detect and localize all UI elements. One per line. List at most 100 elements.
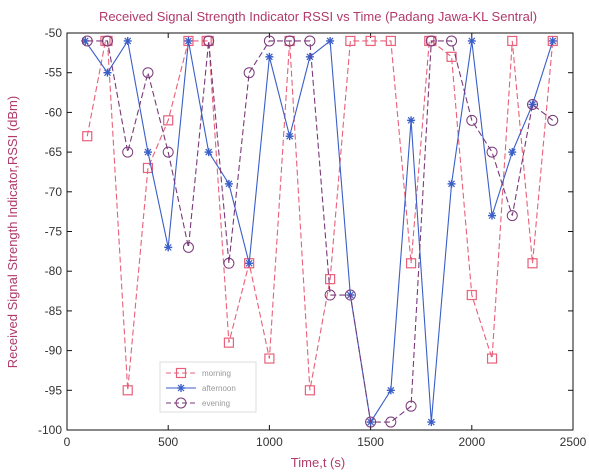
y-tick-label: -50 (45, 26, 63, 40)
data-point-evening (263, 35, 275, 47)
data-point-evening (446, 35, 458, 47)
data-point-evening (425, 35, 437, 47)
data-point-evening (466, 114, 478, 126)
data-point-afternoon (488, 211, 497, 220)
y-tick-label: -60 (45, 105, 63, 119)
data-point-evening (365, 416, 377, 428)
data-point-afternoon (326, 36, 335, 45)
data-point-morning (223, 337, 235, 348)
data-point-morning (527, 258, 538, 269)
data-point-afternoon (265, 52, 274, 61)
axis-ticks: 0 500 1000 1500 2000 2500 -50 -55 -60 -65 -70 -75 -8… (38, 26, 587, 449)
data-point-afternoon (508, 148, 517, 157)
data-point-evening (405, 400, 417, 412)
legend: morning afternoon evening (159, 361, 257, 413)
data-point-afternoon (123, 36, 132, 45)
data-point-evening (101, 35, 113, 47)
data-point-afternoon (305, 52, 314, 61)
legend-label-afternoon: afternoon (202, 384, 236, 393)
x-tick-label: 2000 (458, 435, 485, 449)
legend-item-morning: morning (166, 367, 231, 379)
data-point-afternoon (103, 68, 112, 77)
legend-item-evening: evening (166, 397, 230, 409)
y-tick-label: -100 (38, 423, 62, 437)
legend-item-afternoon: afternoon (166, 384, 236, 393)
y-tick-label: -90 (45, 344, 63, 358)
data-point-afternoon (184, 36, 193, 45)
data-point-evening (304, 35, 316, 47)
data-point-evening (506, 210, 518, 222)
data-point-afternoon (447, 179, 456, 188)
series-layer (81, 35, 559, 428)
data-point-evening (344, 289, 356, 301)
data-point-afternoon (407, 116, 416, 125)
data-point-afternoon (204, 148, 213, 157)
data-point-evening (243, 67, 255, 79)
data-point-evening (547, 114, 559, 126)
x-tick-label: 1000 (256, 435, 283, 449)
chart-title: Received Signal Strength Indicator RSSI … (99, 9, 537, 24)
data-point-morning (325, 274, 336, 285)
data-point-evening (142, 67, 154, 79)
x-tick-label: 1500 (357, 435, 384, 449)
legend-marker-evening (175, 397, 187, 409)
y-tick-label: -75 (45, 225, 63, 239)
x-axis-label: Time,t (s) (291, 455, 345, 470)
data-point-morning (405, 258, 417, 269)
data-point-morning (264, 353, 275, 364)
data-point-evening (81, 35, 93, 47)
data-point-evening (182, 241, 194, 253)
data-point-evening (223, 257, 235, 269)
data-point-afternoon (386, 386, 395, 395)
data-point-evening (486, 146, 498, 158)
legend-label-evening: evening (202, 399, 230, 408)
data-point-evening (203, 35, 215, 47)
y-axis-label: Received Signal Strength Indicator,RSSI … (5, 96, 20, 368)
series-line-afternoon (84, 39, 554, 424)
data-point-morning (82, 131, 93, 142)
data-point-morning (163, 115, 174, 126)
x-tick-label: 0 (64, 435, 71, 449)
x-tick-label: 500 (158, 435, 178, 449)
data-point-morning (486, 353, 498, 364)
y-tick-label: -95 (45, 383, 63, 397)
data-point-evening (284, 35, 296, 47)
y-tick-label: -65 (45, 145, 63, 159)
legend-marker-morning (175, 367, 187, 379)
data-point-afternoon (143, 148, 152, 157)
data-point-morning (304, 385, 315, 396)
data-point-afternoon (548, 36, 557, 45)
data-point-morning (507, 35, 518, 47)
data-point-morning (466, 289, 477, 301)
data-point-evening (122, 146, 134, 158)
data-point-afternoon (285, 132, 294, 141)
data-point-afternoon (245, 259, 254, 268)
data-point-evening (324, 289, 336, 301)
legend-label-morning: morning (202, 369, 231, 378)
data-point-afternoon (164, 243, 173, 252)
data-point-evening (162, 146, 174, 158)
data-point-afternoon (427, 418, 436, 427)
data-point-afternoon (467, 36, 476, 45)
data-point-afternoon (224, 179, 233, 188)
y-tick-label: -70 (45, 185, 63, 199)
x-tick-label: 2500 (560, 435, 587, 449)
data-point-morning (385, 35, 396, 47)
series-afternoon (81, 36, 557, 427)
series-morning (82, 35, 558, 396)
data-point-evening (385, 416, 397, 428)
data-point-morning (365, 35, 376, 47)
data-point-morning (142, 162, 154, 174)
series-evening (81, 35, 559, 428)
data-point-evening (527, 98, 539, 110)
data-point-morning (345, 35, 356, 47)
y-tick-label: -55 (45, 66, 63, 80)
legend-marker-afternoon (177, 384, 185, 392)
data-point-morning (122, 385, 133, 396)
series-line-evening (87, 40, 554, 423)
series-line-morning (86, 40, 554, 391)
data-point-morning (547, 35, 558, 47)
y-tick-label: -80 (45, 264, 63, 278)
y-tick-label: -85 (45, 304, 63, 318)
